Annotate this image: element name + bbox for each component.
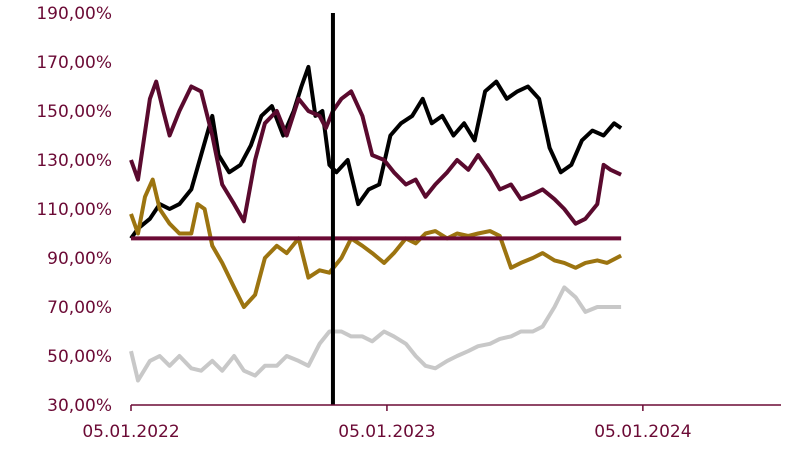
y-tick-label: 50,00%: [47, 347, 112, 367]
x-tick-label: 05.01.2023: [338, 422, 435, 442]
y-tick-label: 110,00%: [36, 200, 112, 220]
y-tick-label: 170,00%: [36, 53, 112, 73]
y-tick-label: 130,00%: [36, 151, 112, 171]
series-line-2: [129, 79, 622, 226]
x-tick-label: 05.01.2024: [594, 422, 691, 442]
x-axis-tick-labels: 05.01.2022 05.01.2023 05.01.2024: [82, 422, 691, 442]
series-layer: [129, 64, 623, 383]
series-line-4: [129, 285, 622, 383]
y-tick-label: 30,00%: [47, 396, 112, 416]
y-tick-label: 190,00%: [36, 4, 112, 24]
y-tick-label: 150,00%: [36, 102, 112, 122]
series-line-1: [129, 64, 623, 240]
y-axis-tick-labels: 190,00% 170,00% 150,00% 130,00% 110,00% 90,00…: [36, 4, 112, 416]
y-tick-label: 70,00%: [47, 298, 112, 318]
x-tick-label: 05.01.2022: [82, 422, 179, 442]
y-tick-label: 90,00%: [47, 249, 112, 269]
series-line-3: [129, 177, 623, 309]
x-axis-ticks: [130, 405, 644, 411]
